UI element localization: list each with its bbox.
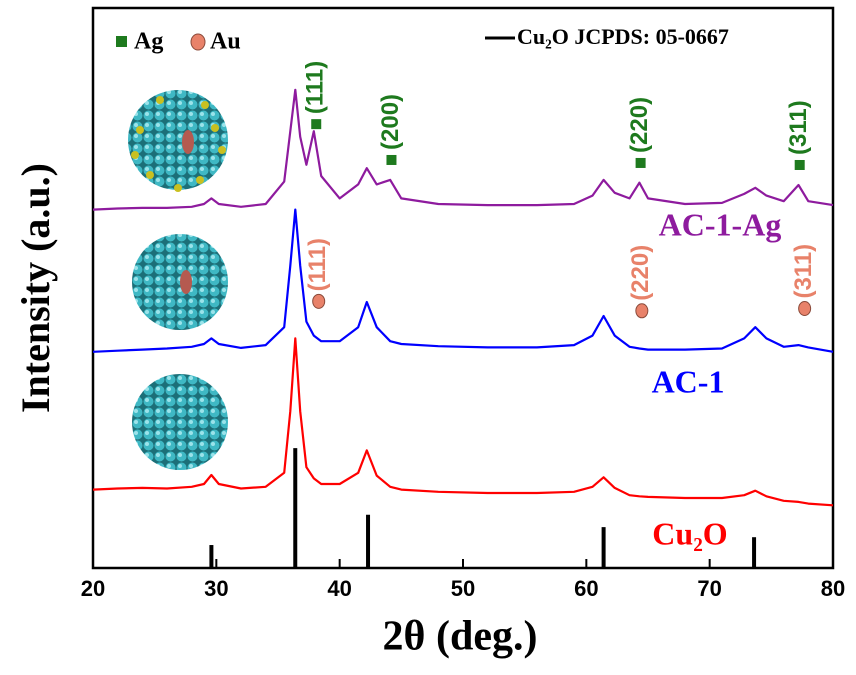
legend-label: Cu₂O JCPDS: 05-0667 [517,24,729,49]
x-tick-label: 80 [821,576,845,601]
x-tick-label: 30 [204,576,228,601]
series-label: AC-1-Ag [659,206,782,242]
x-tick-label: 20 [81,576,105,601]
x-axis-title: 2θ (deg.) [383,614,538,660]
x-tick-label: 50 [451,576,475,601]
particle-icons [128,90,228,470]
peak-label: (311) [785,100,812,155]
series-label: AC-1 [652,363,725,399]
phase-marker [636,304,648,318]
x-tick-label: 60 [574,576,598,601]
legend-marker [116,36,127,47]
legend-label: Ag [134,29,163,55]
peak-label: (111) [302,61,329,114]
series-label: Cu₂O [652,515,727,551]
phase-marker [799,302,811,316]
peak-label: (111) [304,238,331,291]
x-tick-label: 40 [327,576,351,601]
peak-label: (220) [626,97,653,153]
phase-marker [313,294,325,308]
chart: 2θ (deg.) Intensity (a.u.) 20 30 40 50 60 70 8… [0,0,856,675]
phase-marker [386,155,396,165]
peak-label: (220) [627,245,654,301]
peak-label: (200) [377,94,404,150]
legend-label: Au [210,29,241,55]
peak-label: (311) [790,244,817,299]
x-tick-label: 70 [697,576,721,601]
legend-marker [191,34,205,50]
y-axis-title: Intensity (a.u.) [13,163,58,413]
phase-marker [636,158,646,168]
phase-marker [795,160,805,170]
phase-marker [311,119,321,129]
